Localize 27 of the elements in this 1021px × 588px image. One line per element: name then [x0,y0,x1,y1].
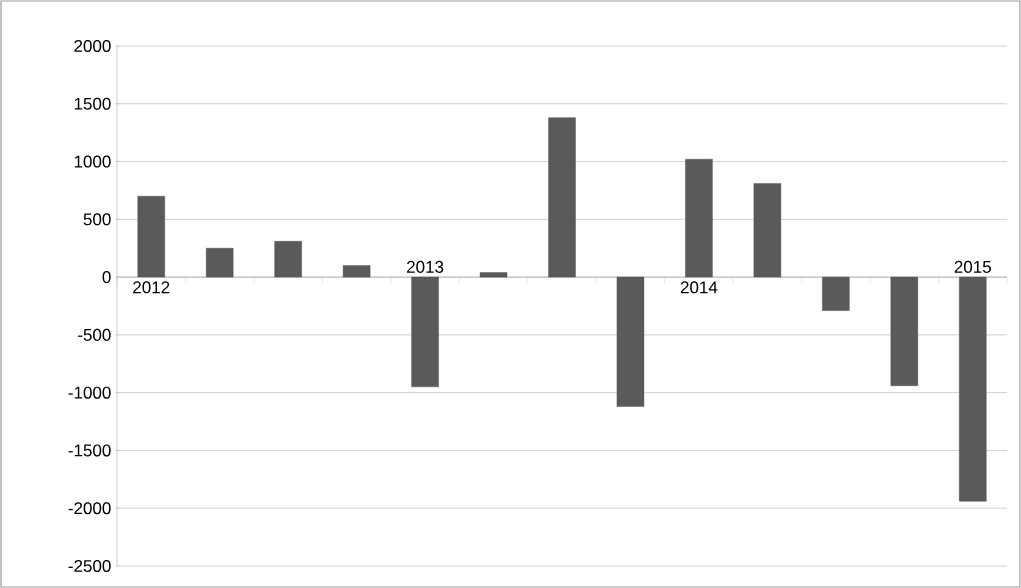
y-tick-label: 1000 [74,155,111,168]
y-tick-label: -2500 [68,559,111,573]
bar [274,241,302,278]
x-tick-label: 2014 [680,281,718,294]
x-tick-label: 2015 [954,260,991,273]
y-tick-label: 2000 [74,39,111,53]
y-tick-label: 0 [102,271,111,284]
bar [411,276,439,388]
bar [342,265,371,278]
bar [685,159,713,278]
bar [548,117,576,278]
y-tick-label: -1000 [68,386,111,399]
bar [479,272,508,278]
bar [959,276,987,502]
y-tick-label: 500 [83,213,111,226]
bar [890,276,919,386]
bar [753,183,782,278]
x-tick-label: 2013 [407,260,444,273]
x-tick-label: 2012 [133,281,170,294]
bar [616,276,645,407]
bar [822,276,850,311]
bar [137,196,165,278]
y-tick-label: -500 [78,328,111,341]
y-tick-label: -1500 [68,444,111,457]
y-tick-label: 1500 [74,97,111,110]
y-tick-label: -2000 [68,502,111,515]
bar [206,248,234,278]
